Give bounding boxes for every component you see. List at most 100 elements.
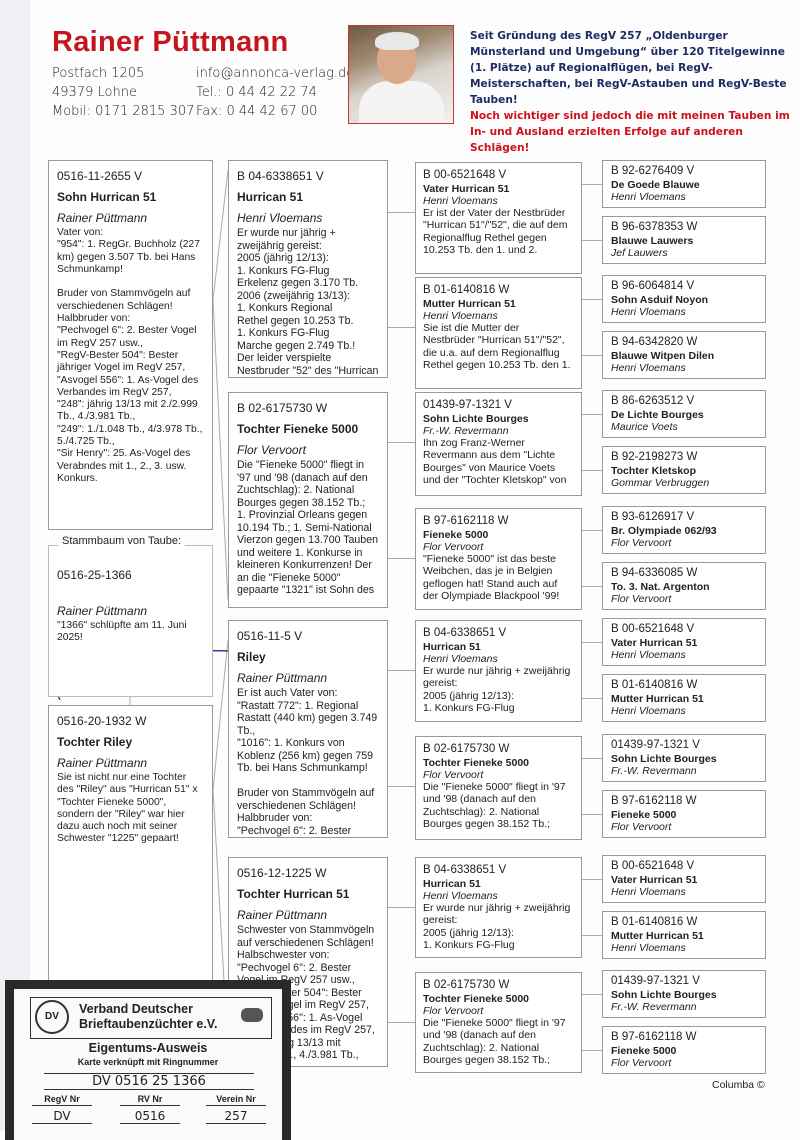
association-logo: DV: [35, 1000, 69, 1034]
pedigree-box: B 92-2198273 W Tochter Kletskop Gommar Ver…: [602, 446, 766, 494]
breeder: Rainer Püttmann: [237, 908, 328, 922]
breeder: Flor Vervoort: [611, 593, 672, 605]
pedigree-legend: Stammbaum von Taube:: [58, 535, 186, 547]
description: Er wurde nur jährig + zweijährig gereist…: [237, 227, 379, 377]
pigeon-name: Fieneke 5000: [611, 1045, 677, 1057]
pigeon-name: Sohn Lichte Bourges: [423, 413, 529, 425]
ring-number: B 00-6521648 V: [611, 860, 695, 872]
pedigree-box: 01439-97-1321 V Sohn Lichte Bourges Fr.-W.…: [415, 392, 582, 496]
description: Sie ist nicht nur eine Tochter des "Rile…: [57, 772, 198, 845]
connector-line: [582, 355, 602, 356]
pigeon-name: Hurrican 51: [237, 190, 304, 204]
breeder: Flor Vervoort: [423, 1005, 484, 1017]
connector-line: [388, 212, 415, 213]
breeder: Henri Vloemans: [423, 890, 498, 902]
breeder: Flor Vervoort: [611, 537, 672, 549]
pedigree-box: 01439-97-1321 V Sohn Lichte Bourges Fr.-W.…: [602, 970, 766, 1018]
breeder: Henri Vloemans: [611, 191, 686, 203]
pedigree-box: B 02-6175730 W Tochter Fieneke 5000 Flor V…: [228, 392, 388, 608]
connector-line: [582, 240, 602, 241]
breeder: Henri Vloemans: [611, 705, 686, 717]
pedigree-box: 0516-12-1225 W Tochter Hurrican 51 Rainer …: [228, 857, 388, 1067]
description: Die "Fieneke 5000" fliegt in '97 und '98…: [423, 781, 566, 831]
connector-line: [388, 442, 415, 443]
pigeon-name: Tochter Kletskop: [611, 465, 696, 477]
address-line: Postfach 1205: [52, 66, 145, 81]
breeder: Fr.-W. Revermann: [423, 425, 509, 437]
connector-line: [582, 758, 602, 759]
ring-number: B 00-6521648 V: [611, 623, 695, 635]
breeder: Henri Vloemans: [611, 362, 686, 374]
connector-line: [388, 786, 415, 787]
breeder: Rainer Püttmann: [57, 756, 148, 770]
description: Er ist der Vater der Nestbrüder "Hurrica…: [423, 207, 568, 257]
connector-line: [582, 184, 602, 185]
pedigree-box: B 00-6521648 V Vater Hurrican 51 Henri Vlo…: [415, 162, 582, 274]
pedigree-box: B 04-6338651 V Hurrican 51 Henri Vloemans E…: [415, 857, 582, 958]
connector-line: [582, 470, 602, 471]
breeder: Henri Vloemans: [423, 310, 498, 322]
ring-number: B 97-6162118 W: [611, 1031, 697, 1043]
breeder: Gommar Verbruggen: [611, 477, 710, 489]
breeder-name: Rainer Püttmann: [52, 26, 289, 58]
breeder: Rainer Püttmann: [57, 604, 148, 618]
pigeon-name: Br. Olympiade 062/93: [611, 525, 717, 537]
mobile: Mobil: 0171 2815 307: [52, 104, 195, 119]
ring-number: B 02-6175730 W: [423, 743, 510, 755]
card-label: RV Nr: [120, 1094, 180, 1106]
pedigree-box: B 01-6140816 W Mutter Hurrican 51 Henri Vl…: [415, 277, 582, 389]
pedigree-box: B 01-6140816 W Mutter Hurrican 51 Henri Vl…: [602, 674, 766, 722]
ring-number: B 86-6263512 V: [611, 395, 695, 407]
page-margin: [0, 0, 30, 1131]
card-label: Verein Nr: [206, 1094, 266, 1106]
pedigree-box: B 92-6276409 V De Goede Blauwe Henri Vloem…: [602, 160, 766, 208]
pedigree-box: B 02-6175730 W Tochter Fieneke 5000 Flor V…: [415, 972, 582, 1073]
connector-line: [582, 814, 602, 815]
ring-number: B 01-6140816 W: [423, 284, 510, 296]
ring-number: B 04-6338651 V: [237, 169, 324, 183]
ring-number: 0516-11-2655 V: [57, 169, 143, 183]
pigeon-name: To. 3. Nat. Argenton: [611, 581, 710, 593]
ring-number: B 94-6336085 W: [611, 567, 698, 579]
ring-number: 0516-12-1225 W: [237, 866, 327, 880]
description: Er wurde nur jährig + zweijährig gereist…: [423, 665, 571, 715]
description: "1366" schlüpfte am 11. Juni 2025!: [57, 620, 187, 644]
card-header: DV Verband Deutscher Brieftaubenzüchter e…: [30, 997, 272, 1039]
pigeon-name: Mutter Hurrican 51: [611, 930, 704, 942]
pigeon-name: Sohn Hurrican 51: [57, 190, 157, 204]
pigeon-name: Tochter Fieneke 5000: [423, 993, 530, 1005]
ring-number: B 01-6140816 W: [611, 679, 698, 691]
pigeon-name: Fieneke 5000: [423, 529, 489, 541]
pigeon-name: Hurrican 51: [423, 878, 481, 890]
description: "Fieneke 5000" ist das beste Weibchen, d…: [423, 553, 560, 603]
connector-line: [582, 879, 602, 880]
breeder: Jef Lauwers: [611, 247, 668, 259]
pedigree-box: B 04-6338651 V Hurrican 51 Henri Vloemans E…: [415, 620, 582, 722]
pigeon-name: Mutter Hurrican 51: [423, 298, 516, 310]
breeder: Fr.-W. Revermann: [611, 765, 697, 777]
association-name: Verband Deutscher Brieftaubenzüchter e.V.: [79, 1002, 217, 1032]
breeder: Henri Vloemans: [423, 653, 498, 665]
ring-number: B 04-6338651 V: [423, 864, 507, 876]
breeder: Flor Vervoort: [611, 821, 672, 833]
pedigree-box: B 01-6140816 W Mutter Hurrican 51 Henri Vl…: [602, 911, 766, 959]
pedigree-box: B 00-6521648 V Vater Hurrican 51 Henri Vlo…: [602, 618, 766, 666]
breeder: Maurice Voets: [611, 421, 678, 433]
breeder-photo: [348, 25, 454, 124]
ring-number: B 94-6342820 W: [611, 336, 698, 348]
pedigree-box: B 00-6521648 V Vater Hurrican 51 Henri Vlo…: [602, 855, 766, 903]
ring-number: B 00-6521648 V: [423, 169, 507, 181]
description: Vater von: "954": 1. RegGr. Buchholz (22…: [57, 227, 203, 484]
connector-line: [582, 586, 602, 587]
pedigree-box: B 97-6162118 W Fieneke 5000 Flor Vervoort "…: [415, 508, 582, 610]
breeder: Flor Vervoort: [237, 443, 306, 457]
pedigree-box: 0516-20-1932 W Tochter Riley Rainer Püttma…: [48, 705, 213, 1005]
ring-number: 01439-97-1321 V: [423, 399, 512, 411]
pigeon-name: Sohn Asduif Noyon: [611, 294, 709, 306]
breeder: Henri Vloemans: [611, 942, 686, 954]
pedigree-box: B 04-6338651 V Hurrican 51 Henri Vloemans E…: [228, 160, 388, 378]
card-value: 257: [206, 1109, 266, 1124]
fax: Fax: 0 44 42 67 00: [196, 104, 318, 119]
pigeon-name: Tochter Hurrican 51: [237, 887, 350, 901]
pedigree-box: 01439-97-1321 V Sohn Lichte Bourges Fr.-W.…: [602, 734, 766, 782]
